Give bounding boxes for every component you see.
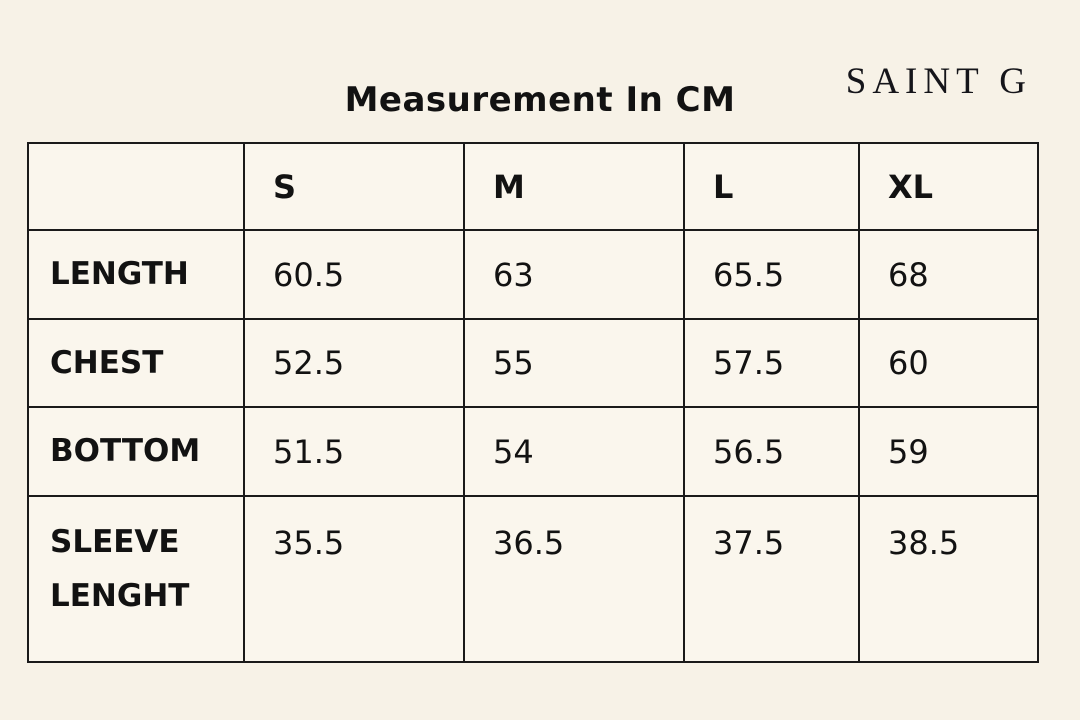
column-header-l: L — [683, 142, 860, 231]
size-value-cell: 56.5 — [683, 406, 860, 497]
size-value-cell: 52.5 — [243, 318, 465, 408]
brand-logo: SAINT G — [845, 61, 1032, 102]
size-value-cell: 35.5 — [243, 495, 465, 663]
page-title: Measurement In CM — [344, 80, 736, 120]
column-header-xl: XL — [858, 142, 1039, 231]
size-value-cell: 36.5 — [463, 495, 685, 663]
corner-cell — [27, 142, 245, 231]
size-value-cell: 63 — [463, 229, 685, 320]
row-label: SLEEVE LENGHT — [27, 495, 245, 663]
table-row-length: LENGTH 60.5 63 65.5 68 — [27, 229, 1039, 320]
size-value-cell: 38.5 — [858, 495, 1039, 663]
row-label: CHEST — [27, 318, 245, 408]
size-value-cell: 65.5 — [683, 229, 860, 320]
size-value-cell: 51.5 — [243, 406, 465, 497]
size-value-cell: 55 — [463, 318, 685, 408]
size-value-cell: 57.5 — [683, 318, 860, 408]
row-label: BOTTOM — [27, 406, 245, 497]
size-chart-table: S M L XL LENGTH 60.5 63 65.5 68 CHEST 52… — [27, 142, 1039, 663]
row-label: LENGTH — [27, 229, 245, 320]
table-header-row: S M L XL — [27, 142, 1039, 231]
table-row-sleeve-lenght: SLEEVE LENGHT 35.5 36.5 37.5 38.5 — [27, 495, 1039, 663]
size-value-cell: 68 — [858, 229, 1039, 320]
column-header-m: M — [463, 142, 685, 231]
size-value-cell: 59 — [858, 406, 1039, 497]
size-value-cell: 60 — [858, 318, 1039, 408]
table-row-chest: CHEST 52.5 55 57.5 60 — [27, 318, 1039, 408]
size-value-cell: 37.5 — [683, 495, 860, 663]
size-value-cell: 60.5 — [243, 229, 465, 320]
column-header-s: S — [243, 142, 465, 231]
table-row-bottom: BOTTOM 51.5 54 56.5 59 — [27, 406, 1039, 497]
size-value-cell: 54 — [463, 406, 685, 497]
